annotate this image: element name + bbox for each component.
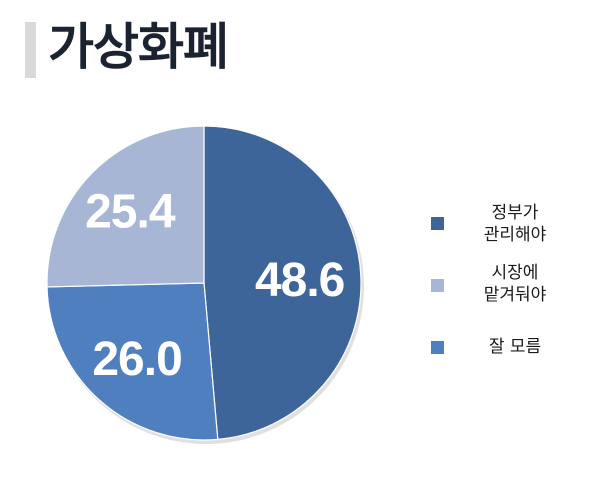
pie-label-market: 25.4: [85, 186, 176, 239]
pie-label-government: 48.6: [255, 254, 344, 307]
legend-swatch-unknown: [431, 341, 444, 354]
pie-label-unknown: 26.0: [92, 333, 181, 386]
pie-slice-market: [46, 125, 205, 288]
legend-item-unknown: 잘 모름: [426, 330, 576, 380]
legend-label-government: 정부가 관리해야: [483, 203, 547, 245]
legend-label-unknown: 잘 모름: [488, 337, 542, 357]
legend-item-government: 정부가 관리해야: [426, 198, 576, 248]
legend-item-market: 시장에 맡겨둬야: [426, 258, 576, 308]
legend-label-market: 시장에 맡겨둬야: [483, 263, 547, 305]
chart-title: 가상화폐: [48, 18, 229, 76]
legend-swatch-government: [431, 217, 444, 230]
title-accent-bar: [25, 22, 36, 78]
legend-swatch-market: [431, 279, 444, 292]
pie-slice-government: [203, 125, 362, 441]
pie-slice-unknown: [46, 282, 219, 441]
